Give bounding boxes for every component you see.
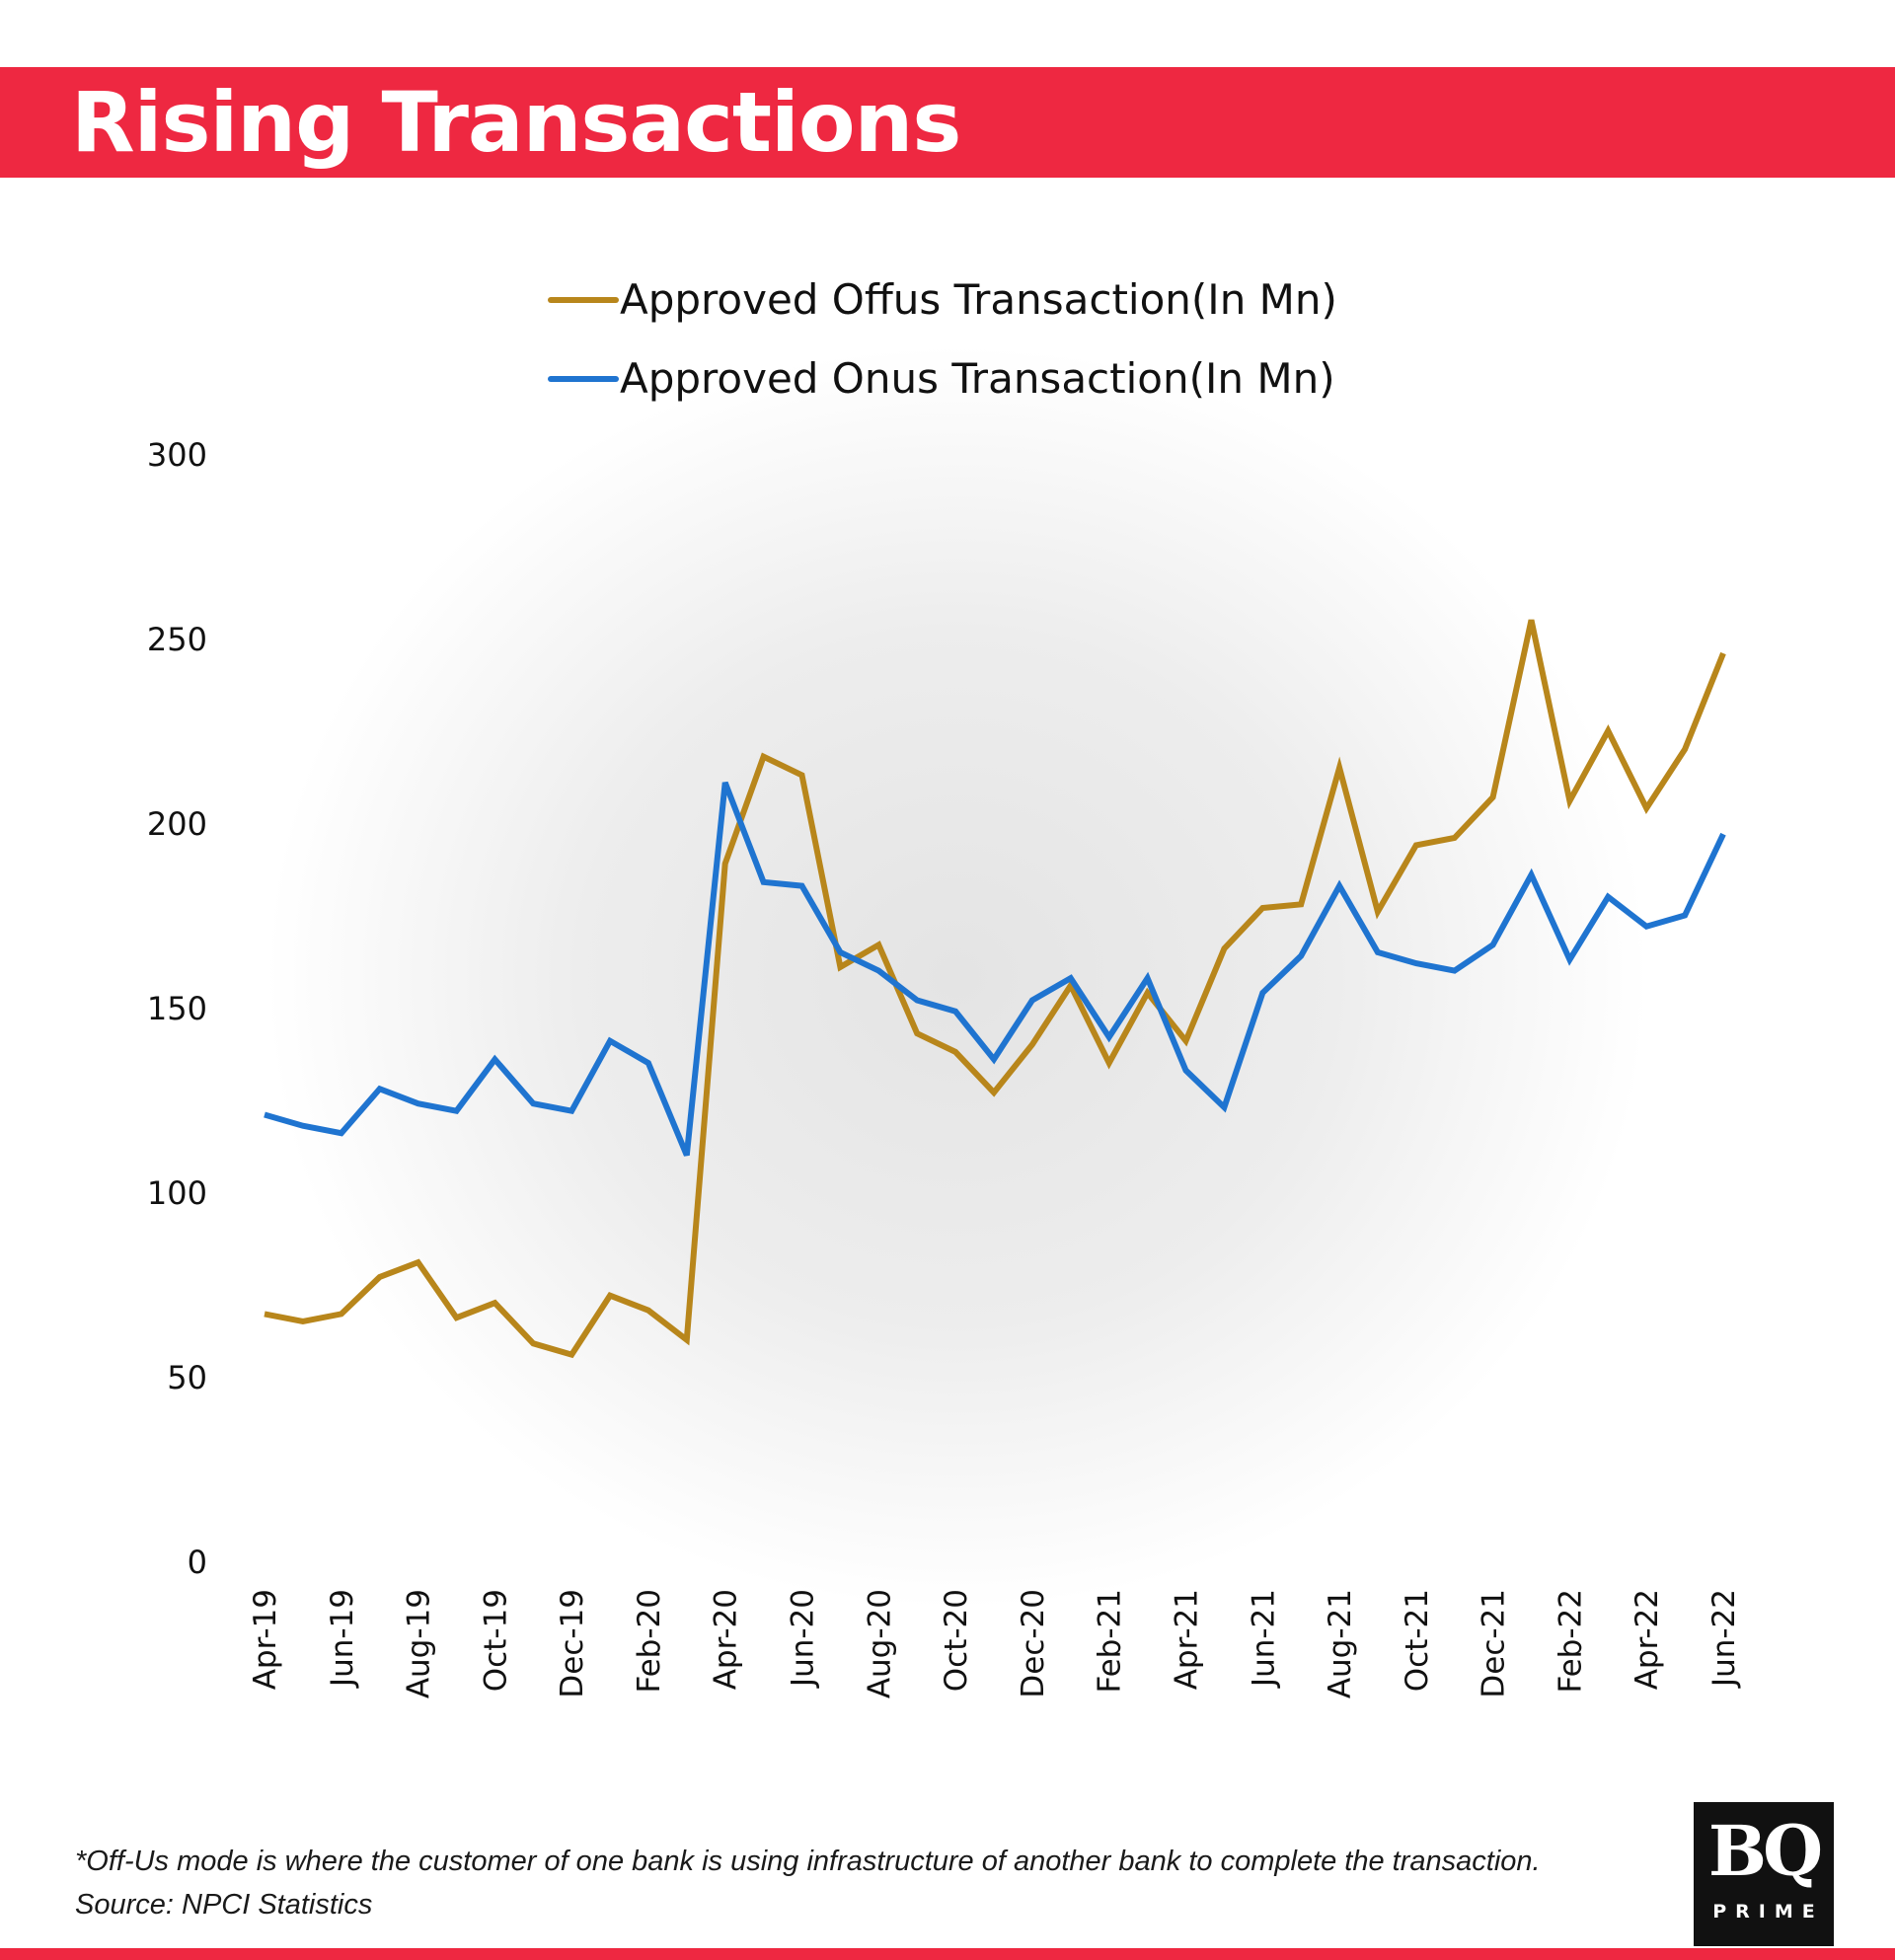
bottom-rule: [0, 1948, 1895, 1960]
title-bar: Rising Transactions: [0, 67, 1895, 178]
footer: *Off-Us mode is where the customer of on…: [75, 1840, 1541, 1926]
x-tick-label: Aug-19: [402, 1589, 437, 1698]
x-tick-label: Feb-21: [1093, 1589, 1128, 1694]
x-tick-label: Dec-21: [1477, 1589, 1512, 1698]
x-tick-label: Apr-21: [1169, 1589, 1204, 1690]
y-axis: 0 50 100 150 200 250 300: [147, 436, 207, 1581]
x-tick-label: Aug-21: [1323, 1589, 1358, 1698]
y-tick-label: 300: [147, 436, 207, 474]
line-chart: Approved Offus Transaction(In Mn) Approv…: [147, 275, 1742, 1698]
x-tick-label: Oct-19: [478, 1589, 513, 1692]
legend-item-offus: Approved Offus Transaction(In Mn): [548, 275, 1337, 324]
x-axis: Apr-19 Jun-19 Aug-19 Oct-19 Dec-19 Feb-20 Apr-…: [248, 1589, 1742, 1698]
footnote: *Off-Us mode is where the customer of on…: [75, 1846, 1541, 1877]
series-line-onus: [264, 781, 1726, 1157]
legend: Approved Offus Transaction(In Mn) Approv…: [548, 275, 1337, 403]
y-tick-label: 100: [147, 1174, 207, 1212]
x-tick-label: Dec-20: [1016, 1589, 1051, 1698]
source-note: Source: NPCI Statistics: [75, 1889, 373, 1921]
series-layer: [264, 619, 1726, 1359]
x-tick-label: Apr-20: [709, 1589, 744, 1690]
x-tick-label: Feb-20: [632, 1589, 667, 1694]
x-tick-label: Jun-19: [325, 1589, 360, 1689]
legend-label-onus: Approved Onus Transaction(In Mn): [620, 354, 1335, 403]
logo-wordmark: BQ: [1707, 1810, 1823, 1892]
x-tick-label: Oct-21: [1400, 1589, 1435, 1692]
x-tick-label: Jun-20: [786, 1589, 821, 1689]
x-tick-label: Apr-19: [248, 1589, 283, 1690]
legend-item-onus: Approved Onus Transaction(In Mn): [548, 354, 1335, 403]
page-title: Rising Transactions: [71, 74, 961, 171]
bq-prime-logo: BQ PRIME: [1694, 1802, 1834, 1946]
y-tick-label: 250: [147, 621, 207, 658]
legend-label-offus: Approved Offus Transaction(In Mn): [620, 275, 1337, 324]
x-tick-label: Dec-19: [555, 1589, 590, 1698]
x-tick-label: Feb-22: [1553, 1589, 1588, 1694]
chart-background-glow: [266, 345, 1648, 1609]
y-tick-label: 50: [167, 1359, 207, 1396]
x-tick-label: Jun-22: [1706, 1589, 1742, 1689]
x-tick-label: Apr-22: [1630, 1589, 1665, 1690]
y-tick-label: 150: [147, 990, 207, 1027]
x-tick-label: Jun-21: [1246, 1589, 1281, 1689]
y-tick-label: 200: [147, 805, 207, 843]
y-tick-label: 0: [188, 1544, 207, 1581]
chart-area: Approved Offus Transaction(In Mn) Approv…: [0, 178, 1895, 1757]
series-line-offus: [264, 619, 1726, 1359]
x-tick-label: Oct-20: [939, 1589, 974, 1692]
logo-subtitle: PRIME: [1712, 1901, 1824, 1922]
x-tick-label: Aug-20: [862, 1589, 897, 1698]
